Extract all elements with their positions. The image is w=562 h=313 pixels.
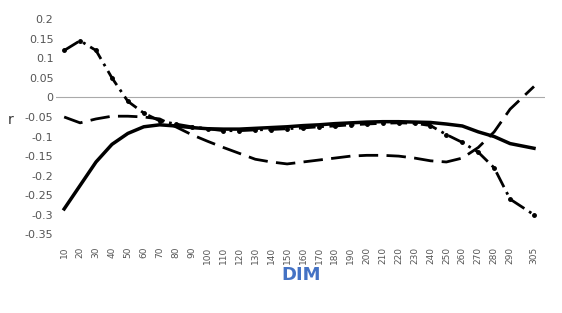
Y-axis label: r: r bbox=[8, 113, 13, 127]
X-axis label: DIM: DIM bbox=[281, 265, 320, 284]
